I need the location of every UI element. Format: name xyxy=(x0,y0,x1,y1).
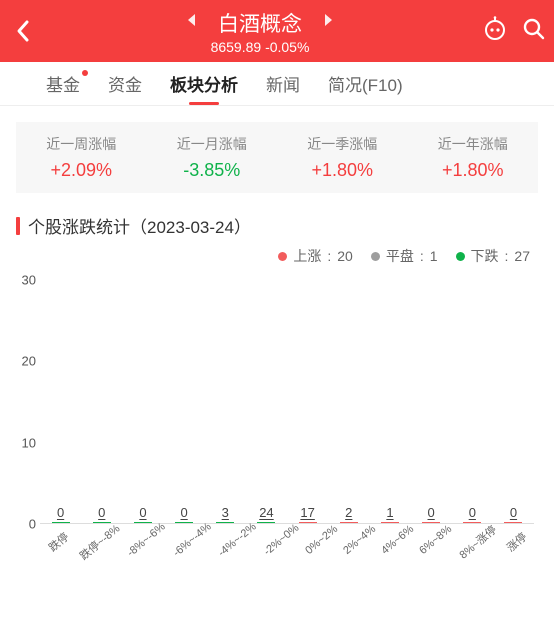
prev-arrow[interactable] xyxy=(184,12,198,33)
header-title: 白酒概念 xyxy=(218,8,302,38)
x-label: 8%~涨停 xyxy=(455,524,499,580)
x-label: -8%~-6% xyxy=(123,524,169,580)
back-button[interactable] xyxy=(8,16,38,46)
period-item: 近一月涨幅 -3.85% xyxy=(147,134,278,181)
bar-value-label: 0 xyxy=(428,505,435,520)
section-title-text: 个股涨跌统计（2023-03-24） xyxy=(28,213,251,238)
bar-value-label: 0 xyxy=(469,505,476,520)
index-change: -0.05% xyxy=(265,39,309,55)
bar-slot: 1 xyxy=(369,505,410,524)
notification-dot xyxy=(82,70,88,76)
tab-partial[interactable] xyxy=(0,62,32,105)
bar-slot: 3 xyxy=(205,505,246,524)
header-title-wrap: 白酒概念 8659.89 -0.05% xyxy=(38,8,482,55)
bar-value-label: 2 xyxy=(345,505,352,520)
bar-slot: 0 xyxy=(40,505,81,524)
bar-slot: 0 xyxy=(81,505,122,524)
x-label: 4%~6% xyxy=(378,524,416,580)
period-item: 近一季涨幅 +1.80% xyxy=(277,134,408,181)
tab-资金[interactable]: 资金 xyxy=(94,62,156,105)
bar-slot: 0 xyxy=(452,505,493,524)
section-accent xyxy=(16,217,20,235)
period-value: +1.80% xyxy=(408,160,539,181)
bar-value-label: 0 xyxy=(98,505,105,520)
robot-icon[interactable] xyxy=(482,16,508,47)
distribution-chart: 0102030 00003241721000 跌停跌停~-8%-8%~-6%-6… xyxy=(14,270,540,580)
bar-slot: 0 xyxy=(164,505,205,524)
legend-dot-down xyxy=(456,252,465,261)
y-tick: 10 xyxy=(22,435,36,450)
tab-基金[interactable]: 基金 xyxy=(32,62,94,105)
bar-value-label: 3 xyxy=(222,505,229,520)
period-item: 近一年涨幅 +1.80% xyxy=(408,134,539,181)
x-label: 0%~2% xyxy=(302,524,340,580)
x-label: 跌停 xyxy=(40,524,75,580)
x-label: -4%~-2% xyxy=(214,524,260,580)
x-label: -6%~-4% xyxy=(169,524,215,580)
legend-dot-up xyxy=(278,252,287,261)
bar-slot: 2 xyxy=(328,505,369,524)
x-label: 涨停 xyxy=(499,524,534,580)
search-icon[interactable] xyxy=(522,17,546,46)
next-arrow[interactable] xyxy=(322,12,336,33)
bar-value-label: 0 xyxy=(139,505,146,520)
bar-value-label: 0 xyxy=(180,505,187,520)
x-label: 2%~4% xyxy=(340,524,378,580)
app-header: 白酒概念 8659.89 -0.05% xyxy=(0,0,554,62)
period-value: -3.85% xyxy=(147,160,278,181)
y-tick: 30 xyxy=(22,273,36,288)
period-label: 近一年涨幅 xyxy=(408,134,539,154)
bar-value-label: 0 xyxy=(57,505,64,520)
bar-value-label: 1 xyxy=(386,505,393,520)
y-tick: 0 xyxy=(29,517,36,532)
x-axis-labels: 跌停跌停~-8%-8%~-6%-6%~-4%-4%~-2%-2%~0%0%~2%… xyxy=(40,524,534,580)
period-summary: 近一周涨幅+2.09%近一月涨幅-3.85%近一季涨幅+1.80%近一年涨幅+1… xyxy=(16,122,538,193)
legend-down: 下跌: 27 xyxy=(456,246,530,266)
tabs-bar: 基金资金板块分析新闻简况(F10) xyxy=(0,62,554,106)
bar-slot: 0 xyxy=(411,505,452,524)
tab-板块分析[interactable]: 板块分析 xyxy=(156,62,252,105)
tab-简况(F10)[interactable]: 简况(F10) xyxy=(314,62,417,105)
legend-up: 上涨: 20 xyxy=(278,246,352,266)
y-tick: 20 xyxy=(22,354,36,369)
section-title: 个股涨跌统计（2023-03-24） xyxy=(16,213,538,238)
legend-flat: 平盘: 1 xyxy=(371,246,438,266)
period-item: 近一周涨幅 +2.09% xyxy=(16,134,147,181)
chevron-left-icon xyxy=(15,19,31,43)
tab-新闻[interactable]: 新闻 xyxy=(252,62,314,105)
x-label: -2%~0% xyxy=(260,524,302,580)
chart-bars: 0 0 0 0 3 24 17 2 1 0 0 0 xyxy=(40,280,534,524)
period-label: 近一季涨幅 xyxy=(277,134,408,154)
period-label: 近一月涨幅 xyxy=(147,134,278,154)
y-axis: 0102030 xyxy=(14,280,40,524)
legend-dot-flat xyxy=(371,252,380,261)
x-label: 6%~8% xyxy=(416,524,454,580)
chart-plot: 0 0 0 0 3 24 17 2 1 0 0 0 xyxy=(40,280,534,524)
bar-slot: 0 xyxy=(493,505,534,524)
chart-legend: 上涨: 20 平盘: 1 下跌: 27 xyxy=(0,246,530,266)
bar-value-label: 24 xyxy=(259,505,273,520)
header-subtitle: 8659.89 -0.05% xyxy=(211,39,310,55)
period-value: +2.09% xyxy=(16,160,147,181)
index-value: 8659.89 xyxy=(211,39,262,55)
period-value: +1.80% xyxy=(277,160,408,181)
bar-value-label: 0 xyxy=(510,505,517,520)
bar-value-label: 17 xyxy=(300,505,314,520)
period-label: 近一周涨幅 xyxy=(16,134,147,154)
x-label: 跌停~-8% xyxy=(75,524,123,580)
